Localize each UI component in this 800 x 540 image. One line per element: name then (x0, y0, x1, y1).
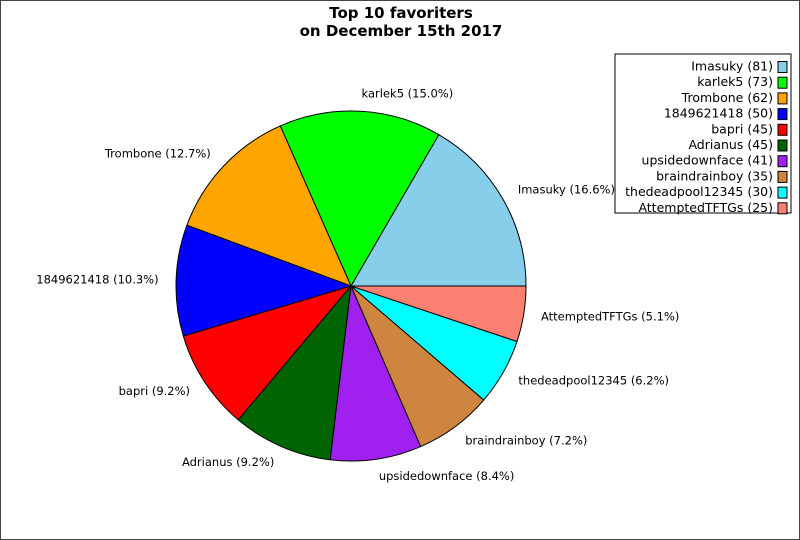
legend-swatch-braindrainboy (777, 170, 788, 183)
legend-label-bapri: bapri (45) (711, 121, 773, 136)
chart-title-line-2: on December 15th 2017 (300, 22, 503, 40)
chart-title-line-1: Top 10 favoriters (329, 4, 473, 22)
slice-label-attemptedtftgs: AttemptedTFTGs (5.1%) (541, 309, 679, 323)
legend-swatch-adrianus (777, 139, 788, 152)
slice-label-karlek5: karlek5 (15.0%) (362, 86, 454, 100)
legend-label-trombone: Trombone (62) (681, 90, 773, 105)
legend-swatch-karlek5 (777, 76, 788, 89)
legend-label-thedeadpool12345: thedeadpool12345 (30) (625, 184, 773, 199)
pie-slices (175, 110, 527, 462)
pie-slice-labels: Imasuky (16.6%) karlek5 (15.0%) Trombone (… (36, 86, 679, 483)
slice-label-1849621418: 1849621418 (10.3%) (36, 272, 158, 286)
pie-slice-attemptedtftgs (350, 285, 527, 342)
legend-swatch-imasuky (777, 61, 788, 73)
slice-label-imasuky: Imasuky (16.6%) (518, 182, 615, 196)
pie-slice-karlek5 (279, 110, 440, 287)
slice-label-braindrainboy: braindrainboy (7.2%) (465, 433, 587, 447)
legend-swatch-attemptedtftgs (777, 202, 788, 215)
legend-swatch-upsidedownface (777, 155, 788, 168)
legend-swatch-thedeadpool12345 (777, 186, 788, 199)
legend-label-1849621418: 1849621418 (50) (664, 106, 773, 121)
pie-slice-adrianus (237, 285, 352, 461)
slice-label-thedeadpool12345: thedeadpool12345 (6.2%) (518, 373, 669, 387)
legend-frame (614, 53, 792, 214)
pie-slice-trombone (186, 125, 352, 287)
slice-label-trombone: Trombone (12.7%) (104, 147, 211, 161)
legend-label-imasuky: Imasuky (81) (691, 59, 773, 74)
legend-swatch-trombone (777, 92, 788, 105)
pie-slice-bapri (182, 285, 352, 421)
legend-label-upsidedownface: upsidedownface (41) (642, 153, 773, 168)
legend-label-braindrainboy: braindrainboy (35) (656, 168, 773, 183)
pie-slice-upsidedownface (329, 285, 422, 462)
legend-swatch-1849621418 (777, 108, 788, 121)
slice-label-upsidedownface: upsidedownface (8.4%) (379, 469, 515, 483)
legend-entries: Imasuky (81)karlek5 (73)Trombone (62)184… (625, 59, 788, 215)
slice-label-adrianus: Adrianus (9.2%) (182, 455, 274, 469)
legend-label-karlek5: karlek5 (73) (697, 74, 773, 89)
legend-label-adrianus: Adrianus (45) (688, 137, 773, 152)
pie-slice-imasuky (350, 134, 527, 287)
legend: Imasuky (81)karlek5 (73)Trombone (62)184… (614, 53, 792, 215)
legend-label-attemptedtftgs: AttemptedTFTGs (25) (638, 200, 773, 215)
slice-label-bapri: bapri (9.2%) (119, 384, 190, 398)
pie-slice-1849621418 (175, 224, 352, 337)
legend-swatch-bapri (777, 123, 788, 136)
